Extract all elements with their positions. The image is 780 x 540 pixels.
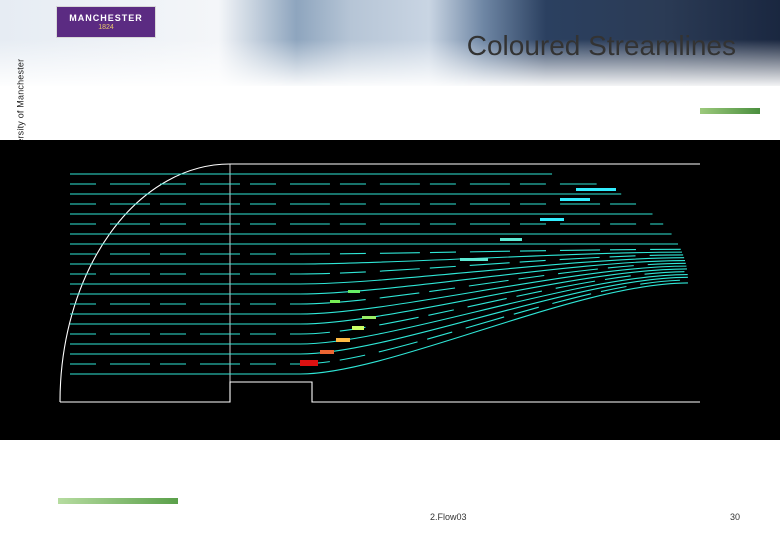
- logo-text: MANCHESTER: [69, 13, 143, 23]
- logo-year: 1824: [98, 24, 114, 31]
- decor-bar-bottom: [58, 498, 178, 504]
- footer: 2.Flow03 30: [0, 512, 780, 530]
- university-logo: MANCHESTER 1824: [56, 6, 156, 38]
- slide: MANCHESTER 1824 The University of Manche…: [0, 0, 780, 540]
- decor-bar-top: [700, 108, 760, 114]
- footer-page-number: 30: [730, 512, 740, 530]
- footer-center: 2.Flow03: [430, 512, 467, 522]
- chart-svg: [0, 140, 780, 440]
- streamline-chart: [0, 140, 780, 440]
- page-title: Coloured Streamlines: [467, 30, 736, 62]
